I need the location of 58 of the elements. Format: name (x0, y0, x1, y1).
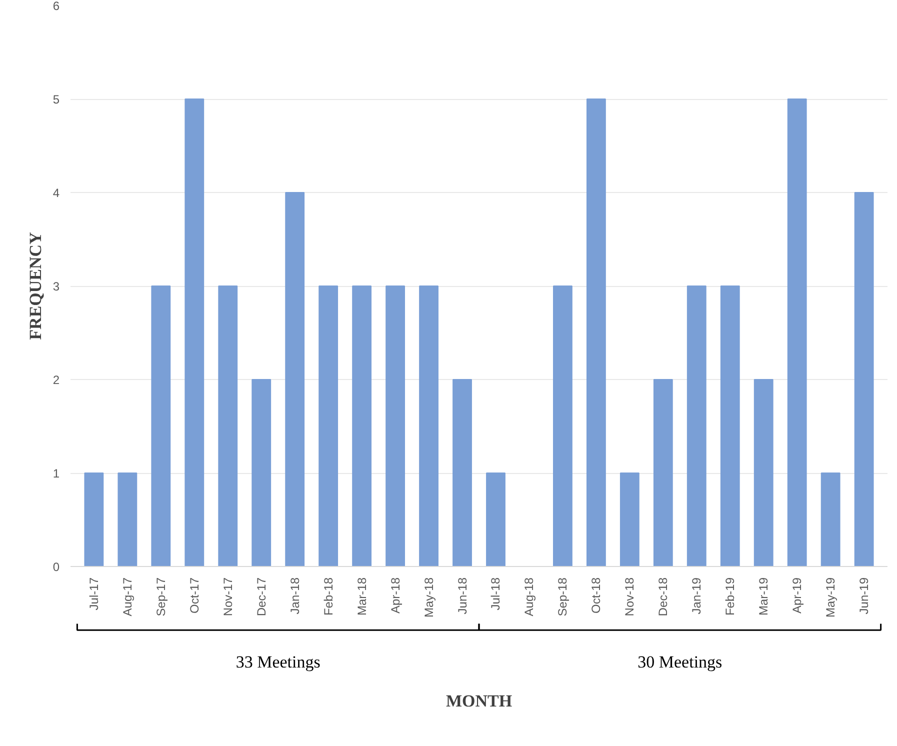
y-tick-label: 0 (52, 560, 60, 574)
x-tick-label: Jun-18 (455, 577, 470, 614)
bar (184, 98, 204, 566)
x-tick-label: Nov-18 (622, 577, 637, 616)
bar (787, 98, 807, 566)
x-tick-label: Oct-18 (589, 577, 604, 614)
x-tick-label: Sep-17 (154, 577, 168, 616)
y-tick-label: 5 (52, 92, 60, 106)
x-tick-label: May-19 (824, 577, 838, 618)
x-tick-label: Feb-18 (321, 577, 336, 616)
x-tick-label: Dec-18 (656, 577, 670, 616)
y-tick-label: 4 (52, 186, 60, 200)
bar (151, 286, 171, 566)
bar (653, 379, 673, 566)
bar (318, 286, 338, 566)
bar (252, 379, 272, 566)
bar (419, 286, 438, 566)
x-tick-label: Jul-17 (86, 577, 101, 610)
x-tick-label: Sep-18 (556, 577, 570, 616)
bar (586, 98, 606, 566)
x-tick-label: May-18 (422, 577, 436, 618)
x-tick-label: Mar-19 (756, 577, 771, 616)
x-tick-label: Feb-19 (723, 577, 738, 616)
bar (854, 192, 874, 566)
x-tick-label: Aug-18 (522, 577, 536, 616)
x-tick-label: Apr-19 (790, 577, 804, 614)
text: 30 Meetings (638, 652, 722, 672)
bar (386, 286, 405, 566)
y-tick-label: 6 (52, 0, 60, 13)
bar (820, 472, 840, 566)
bar (452, 379, 472, 566)
x-tick-label: Jul-18 (488, 577, 503, 610)
bar (118, 472, 138, 566)
y-tick-label: 2 (52, 373, 60, 387)
y-axis-title: FREQUENCY (26, 232, 45, 340)
x-tick-label: Mar-18 (354, 577, 369, 616)
x-tick-label: Nov-17 (220, 577, 235, 616)
x-tick-label: Jan-19 (690, 577, 704, 614)
bar (686, 286, 706, 566)
bar (620, 472, 640, 566)
bar (486, 472, 506, 566)
y-tick-label: 3 (52, 280, 60, 294)
x-tick-label: Aug-17 (120, 577, 134, 616)
bar (84, 472, 104, 566)
text: 33 Meetings (236, 652, 320, 672)
x-tick-label: Dec-17 (254, 577, 268, 616)
bar (754, 379, 774, 566)
x-tick-label: Oct-17 (187, 577, 202, 614)
y-tick-label: 1 (52, 466, 60, 480)
bar (285, 192, 305, 566)
x-tick-label: Jan-18 (288, 577, 302, 614)
x-axis-title: MONTH (446, 692, 512, 710)
bar (218, 286, 238, 566)
x-tick-label: Apr-18 (388, 577, 402, 614)
bar (352, 286, 372, 566)
bar (720, 286, 740, 566)
bar (553, 286, 572, 566)
x-tick-label: Jun-19 (857, 577, 872, 614)
